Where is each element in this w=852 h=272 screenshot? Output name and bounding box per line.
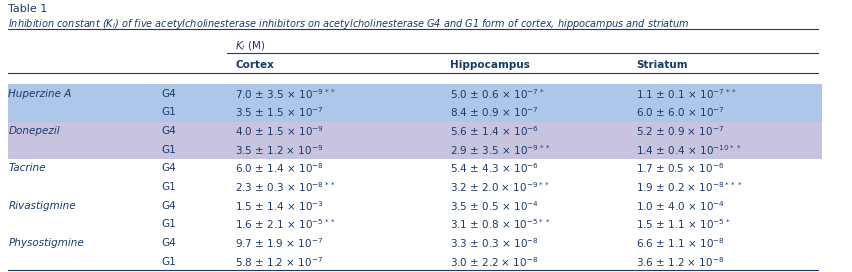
Text: 3.5 ± 1.2 × 10$^{-9}$: 3.5 ± 1.2 × 10$^{-9}$	[235, 143, 324, 157]
Text: G4: G4	[161, 163, 176, 173]
Text: 2.9 ± 3.5 × 10$^{-9**}$: 2.9 ± 3.5 × 10$^{-9**}$	[450, 143, 550, 157]
Text: 1.5 ± 1.1 × 10$^{-5*}$: 1.5 ± 1.1 × 10$^{-5*}$	[635, 217, 729, 231]
Text: 9.7 ± 1.9 × 10$^{-7}$: 9.7 ± 1.9 × 10$^{-7}$	[235, 236, 323, 250]
Text: Donepezil: Donepezil	[9, 126, 60, 136]
Text: 1.5 ± 1.4 × 10$^{-3}$: 1.5 ± 1.4 × 10$^{-3}$	[235, 199, 324, 212]
Text: Cortex: Cortex	[235, 60, 273, 70]
Text: 3.3 ± 0.3 × 10$^{-8}$: 3.3 ± 0.3 × 10$^{-8}$	[450, 236, 538, 250]
FancyBboxPatch shape	[9, 84, 820, 103]
Text: 5.0 ± 0.6 × 10$^{-7*}$: 5.0 ± 0.6 × 10$^{-7*}$	[450, 87, 544, 101]
Text: 3.0 ± 2.2 × 10$^{-8}$: 3.0 ± 2.2 × 10$^{-8}$	[450, 255, 538, 268]
Text: 2.3 ± 0.3 × 10$^{-8**}$: 2.3 ± 0.3 × 10$^{-8**}$	[235, 180, 336, 194]
Text: Striatum: Striatum	[635, 60, 687, 70]
Text: 4.0 ± 1.5 × 10$^{-9}$: 4.0 ± 1.5 × 10$^{-9}$	[235, 124, 324, 138]
Text: 1.4 ± 0.4 × 10$^{-10**}$: 1.4 ± 0.4 × 10$^{-10**}$	[635, 143, 740, 157]
Text: 7.0 ± 3.5 × 10$^{-9**}$: 7.0 ± 3.5 × 10$^{-9**}$	[235, 87, 336, 101]
Text: Huperzine A: Huperzine A	[9, 89, 72, 99]
Text: G4: G4	[161, 126, 176, 136]
Text: G4: G4	[161, 238, 176, 248]
Text: 8.4 ± 0.9 × 10$^{-7}$: 8.4 ± 0.9 × 10$^{-7}$	[450, 106, 538, 119]
Text: G1: G1	[161, 107, 176, 117]
Text: 1.1 ± 0.1 × 10$^{-7**}$: 1.1 ± 0.1 × 10$^{-7**}$	[635, 87, 736, 101]
Text: 3.2 ± 2.0 × 10$^{-9**}$: 3.2 ± 2.0 × 10$^{-9**}$	[450, 180, 550, 194]
Text: 1.0 ± 4.0 × 10$^{-4}$: 1.0 ± 4.0 × 10$^{-4}$	[635, 199, 724, 212]
Text: 3.6 ± 1.2 × 10$^{-8}$: 3.6 ± 1.2 × 10$^{-8}$	[635, 255, 723, 268]
Text: G1: G1	[161, 256, 176, 267]
Text: 6.0 ± 1.4 × 10$^{-8}$: 6.0 ± 1.4 × 10$^{-8}$	[235, 161, 324, 175]
Text: 6.0 ± 6.0 × 10$^{-7}$: 6.0 ± 6.0 × 10$^{-7}$	[635, 106, 724, 119]
Text: 3.1 ± 0.8 × 10$^{-5**}$: 3.1 ± 0.8 × 10$^{-5**}$	[450, 217, 550, 231]
Text: Inhibition constant ($K_i$) of five acetylcholinesterase inhibitors on acetylcho: Inhibition constant ($K_i$) of five acet…	[9, 17, 689, 31]
Text: 5.6 ± 1.4 × 10$^{-6}$: 5.6 ± 1.4 × 10$^{-6}$	[450, 124, 538, 138]
Text: Rivastigmine: Rivastigmine	[9, 201, 76, 211]
FancyBboxPatch shape	[9, 122, 820, 140]
Text: G1: G1	[161, 145, 176, 155]
Text: Table 1: Table 1	[9, 4, 48, 14]
Text: 1.7 ± 0.5 × 10$^{-6}$: 1.7 ± 0.5 × 10$^{-6}$	[635, 161, 723, 175]
Text: 3.5 ± 0.5 × 10$^{-4}$: 3.5 ± 0.5 × 10$^{-4}$	[450, 199, 538, 212]
Text: Tacrine: Tacrine	[9, 163, 46, 173]
Text: 1.9 ± 0.2 × 10$^{-8***}$: 1.9 ± 0.2 × 10$^{-8***}$	[635, 180, 742, 194]
Text: Physostigmine: Physostigmine	[9, 238, 83, 248]
FancyBboxPatch shape	[9, 103, 820, 122]
Text: $K_i$ (M): $K_i$ (M)	[235, 40, 266, 53]
Text: G1: G1	[161, 182, 176, 192]
Text: 3.5 ± 1.5 × 10$^{-7}$: 3.5 ± 1.5 × 10$^{-7}$	[235, 106, 324, 119]
Text: 6.6 ± 1.1 × 10$^{-8}$: 6.6 ± 1.1 × 10$^{-8}$	[635, 236, 724, 250]
Text: G4: G4	[161, 201, 176, 211]
Text: G4: G4	[161, 89, 176, 99]
Text: 5.4 ± 4.3 × 10$^{-6}$: 5.4 ± 4.3 × 10$^{-6}$	[450, 161, 538, 175]
Text: G1: G1	[161, 219, 176, 229]
Text: 5.2 ± 0.9 × 10$^{-7}$: 5.2 ± 0.9 × 10$^{-7}$	[635, 124, 723, 138]
Text: 1.6 ± 2.1 × 10$^{-5**}$: 1.6 ± 2.1 × 10$^{-5**}$	[235, 217, 336, 231]
FancyBboxPatch shape	[9, 140, 820, 159]
Text: 5.8 ± 1.2 × 10$^{-7}$: 5.8 ± 1.2 × 10$^{-7}$	[235, 255, 323, 268]
Text: Hippocampus: Hippocampus	[450, 60, 529, 70]
